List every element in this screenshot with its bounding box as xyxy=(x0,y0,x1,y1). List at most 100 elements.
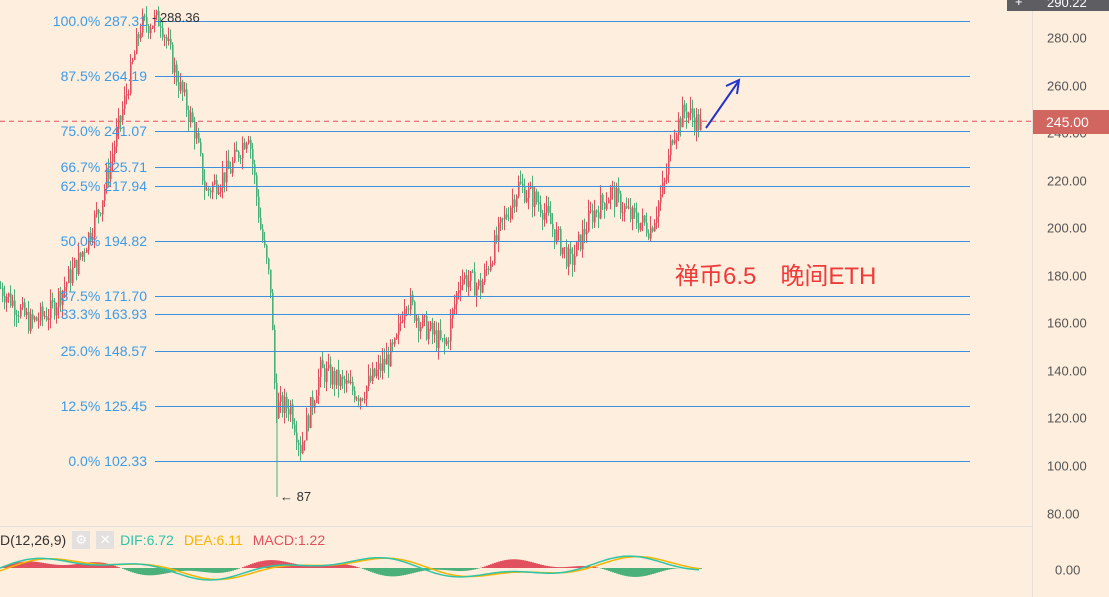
fib-label: 25.0% 148.57 xyxy=(60,342,147,359)
candle-body xyxy=(306,415,308,441)
macd-bar xyxy=(534,562,536,568)
fib-line[interactable] xyxy=(155,167,970,169)
macd-bar xyxy=(402,568,404,576)
macd-bar xyxy=(82,563,84,568)
macd-bar xyxy=(50,564,52,568)
fib-line[interactable] xyxy=(155,295,970,297)
plus-icon[interactable]: + xyxy=(1015,0,1023,9)
macd-bar xyxy=(324,564,326,568)
macd-bar xyxy=(416,568,418,573)
fib-line[interactable] xyxy=(155,314,970,315)
candle-body xyxy=(324,368,326,383)
candle-body xyxy=(122,108,124,121)
candle-body xyxy=(96,209,98,215)
macd-bar xyxy=(356,566,358,568)
macd-bar xyxy=(544,565,546,568)
candle-body xyxy=(340,376,342,386)
macd-bar xyxy=(296,564,298,568)
candle-body xyxy=(184,89,186,93)
candle-body xyxy=(144,15,146,17)
macd-bar xyxy=(182,568,184,571)
candle-body xyxy=(86,249,88,253)
macd-bar xyxy=(630,568,632,577)
fib-line[interactable] xyxy=(155,240,970,242)
macd-bar xyxy=(112,565,114,568)
candle-body xyxy=(74,259,76,268)
candle-body xyxy=(544,212,546,220)
macd-bar xyxy=(52,564,54,568)
candle-body xyxy=(226,160,228,183)
candle-body xyxy=(150,28,152,34)
macd-bar xyxy=(206,568,208,573)
macd-bar xyxy=(54,564,56,568)
candle-body xyxy=(424,315,426,317)
candle-body xyxy=(604,202,606,210)
candle-body xyxy=(530,186,532,189)
candle-body xyxy=(372,368,374,382)
macd-bar xyxy=(392,568,394,577)
macd-bar xyxy=(602,568,604,570)
macd-bar xyxy=(136,568,138,574)
candle-body xyxy=(322,360,324,369)
candle-body xyxy=(252,149,254,165)
price-axis-label: 280.00 xyxy=(1047,30,1087,46)
candle-body xyxy=(238,151,240,158)
candle-body xyxy=(634,207,636,213)
candle-body xyxy=(392,342,394,345)
macd-bar xyxy=(550,566,552,568)
candle-body xyxy=(448,340,450,342)
macd-bar xyxy=(32,561,34,568)
candle-body xyxy=(366,386,368,399)
macd-bar xyxy=(144,568,146,576)
candle-body xyxy=(376,369,378,377)
candle-body xyxy=(168,38,170,42)
fib-line[interactable] xyxy=(155,20,970,22)
candle-body xyxy=(614,187,616,207)
macd-bar xyxy=(448,568,450,571)
close-icon[interactable]: ✕ xyxy=(96,531,115,549)
candle-body xyxy=(172,44,174,73)
fib-line[interactable] xyxy=(155,75,970,77)
candle-body xyxy=(658,202,660,217)
macd-bar xyxy=(354,566,356,568)
candle-body xyxy=(606,203,608,210)
fib-line[interactable] xyxy=(155,460,970,462)
candle-body xyxy=(476,285,478,296)
macd-bar xyxy=(306,565,308,568)
candle-body xyxy=(482,281,484,293)
candle-body xyxy=(592,210,594,223)
candle-body xyxy=(300,444,302,454)
candle-body xyxy=(686,111,688,118)
candle-body xyxy=(132,59,134,62)
fib-line[interactable] xyxy=(155,350,970,352)
candle-body xyxy=(664,180,666,183)
candle-body xyxy=(304,440,306,442)
macd-bar xyxy=(318,565,320,568)
candle-body xyxy=(350,381,352,384)
fib-line[interactable] xyxy=(155,405,970,407)
fib-line[interactable] xyxy=(155,185,970,187)
candle-body xyxy=(382,358,384,371)
candle-body xyxy=(332,370,334,385)
macd-bar xyxy=(608,568,610,571)
candle-body xyxy=(18,315,20,317)
candle-body xyxy=(208,188,210,191)
candle-body xyxy=(562,247,564,255)
candle-body xyxy=(326,368,328,383)
candle-body xyxy=(662,182,664,195)
candle-body xyxy=(458,290,460,294)
candle-body xyxy=(212,184,214,193)
candle-body xyxy=(638,223,640,230)
candle-body xyxy=(82,251,84,257)
settings-icon[interactable]: ⚙ xyxy=(72,531,91,549)
fib-line[interactable] xyxy=(155,130,970,132)
macd-bar xyxy=(348,564,350,568)
macd-bar xyxy=(108,563,110,568)
macd-dif: DIF:6.72 xyxy=(120,532,174,548)
candle-body xyxy=(60,291,62,305)
candle-body xyxy=(298,442,300,445)
candle-body xyxy=(8,293,10,297)
macd-bar xyxy=(336,564,338,568)
macd-bar xyxy=(308,565,310,568)
